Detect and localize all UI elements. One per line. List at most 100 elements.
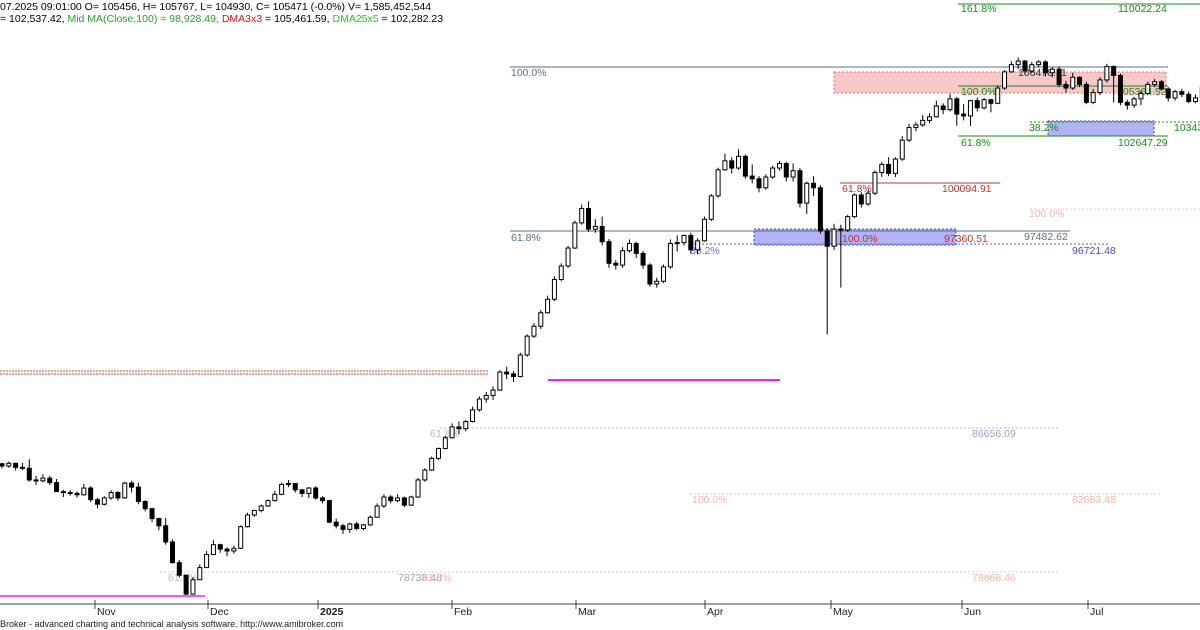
- ma-readout: = 102,537.42, Mid MA(Close,100) = 98,928…: [0, 13, 443, 25]
- candle-body-down: [988, 99, 994, 104]
- candle-body-up: [736, 155, 742, 169]
- candle-body-up: [483, 394, 489, 400]
- x-tick-label: Apr: [707, 606, 724, 618]
- fib-price-label: 78738.48: [398, 572, 442, 584]
- candle-body-down: [401, 497, 407, 506]
- candle-body-up: [1015, 60, 1021, 66]
- candle-body-up: [265, 500, 271, 507]
- candle-body-up: [1002, 71, 1008, 89]
- candle-body-up: [927, 116, 933, 121]
- candle-body-up: [763, 176, 769, 189]
- candle-body-up: [551, 278, 557, 300]
- candle-body-up: [395, 497, 401, 502]
- candle-body-up: [231, 547, 237, 552]
- candle-body-down: [149, 508, 155, 520]
- candle-body-down: [961, 113, 967, 117]
- candle-body-down: [504, 371, 510, 375]
- candle-body-up: [831, 228, 837, 247]
- candle-body-up: [947, 98, 953, 111]
- candle-body-down: [756, 178, 762, 189]
- candle-body-up: [238, 526, 244, 549]
- fib-level-label: 61.8%: [961, 137, 991, 149]
- candle-body-up: [1193, 97, 1198, 103]
- candle-body-down: [586, 207, 592, 230]
- candle-body-up: [306, 487, 312, 494]
- candle-body-up: [1138, 92, 1144, 100]
- x-tick-label: Nov: [97, 606, 116, 618]
- candle-body-up: [190, 579, 196, 595]
- candle-body-down: [94, 499, 100, 505]
- candle-body-down: [886, 163, 892, 174]
- candle-body-up: [572, 222, 578, 249]
- candle-body-down: [292, 483, 298, 491]
- purple-zone-lower: [753, 228, 957, 246]
- candle-body-up: [626, 243, 632, 252]
- fib-level-label: 100.0%: [842, 233, 878, 245]
- fib-price-label: 82883.48: [1072, 494, 1116, 506]
- fib-level-label: 100.0%: [961, 86, 997, 98]
- candle-body-up: [81, 487, 87, 496]
- candle-body-down: [783, 163, 789, 178]
- candle-body-up: [470, 409, 476, 423]
- candle-body-down: [170, 541, 175, 564]
- candle-body-up: [429, 457, 435, 471]
- candle-body-down: [1022, 60, 1028, 72]
- dma25-value: = 102,282.23: [381, 13, 444, 25]
- candle-body-up: [852, 194, 857, 218]
- ohlc-text: 07.2025 09:01:00 O= 105456, H= 105767, L…: [0, 1, 432, 13]
- candle-body-up: [1036, 61, 1042, 66]
- x-tick-label: Feb: [454, 606, 472, 618]
- fib-level-label: 38.2%: [1029, 122, 1059, 134]
- candle-body-down: [88, 487, 94, 501]
- candle-body-up: [381, 496, 387, 507]
- candle-body-down: [606, 241, 612, 264]
- candle-body-down: [299, 489, 305, 494]
- candle-body-up: [667, 243, 673, 268]
- candle-body-up: [524, 335, 530, 356]
- candle-body-down: [54, 482, 60, 493]
- candle-body-up: [879, 163, 885, 174]
- fib-price-label: 96721.48: [1072, 245, 1116, 257]
- candle-body-up: [715, 169, 721, 197]
- candle-body-down: [340, 525, 346, 530]
- fib-level-label: 61.8%: [511, 232, 541, 244]
- candle-body-down: [19, 466, 25, 469]
- candle-body-up: [981, 99, 987, 109]
- dma25-label: DMA25x5: [332, 13, 379, 25]
- candle-body-down: [817, 187, 823, 232]
- candle-body-up: [490, 389, 496, 396]
- candle-body-up: [1131, 98, 1137, 106]
- fib-level-label: 100.0%: [511, 67, 547, 79]
- candle-body-down: [47, 477, 53, 484]
- candle-body-up: [770, 167, 776, 178]
- fib-level-label: 61.8%: [842, 183, 872, 195]
- candle-body-up: [695, 240, 701, 251]
- candle-body-up: [108, 492, 114, 499]
- candle-body-down: [0, 463, 5, 467]
- candle-body-down: [974, 100, 980, 109]
- candle-body-down: [797, 170, 803, 204]
- dma3-label: DMA3x3: [221, 13, 263, 25]
- candle-body-up: [933, 105, 939, 118]
- purple-zone-upper: [1047, 120, 1155, 137]
- candle-body-up: [1029, 64, 1035, 72]
- fib-price-label: 86656.09: [972, 428, 1016, 440]
- candle-body-down: [1111, 65, 1117, 76]
- candle-body-down: [647, 264, 653, 285]
- fib-price-label: 100094.91: [942, 183, 992, 195]
- candle-body-up: [681, 234, 687, 244]
- candle-body-up: [367, 516, 373, 526]
- candle-body-down: [1165, 88, 1171, 99]
- candle-body-up: [449, 426, 455, 439]
- candle-body-down: [1124, 101, 1130, 106]
- candle-body-down: [13, 462, 19, 468]
- candle-body-down: [1186, 93, 1192, 103]
- candle-body-down: [954, 98, 960, 115]
- candle-body-up: [360, 524, 366, 529]
- candle-body-up: [701, 218, 707, 242]
- candle-body-up: [258, 505, 264, 512]
- fib-level-label: 161.8%: [961, 3, 997, 15]
- candle-body-down: [749, 175, 755, 180]
- candle-body-down: [33, 479, 39, 482]
